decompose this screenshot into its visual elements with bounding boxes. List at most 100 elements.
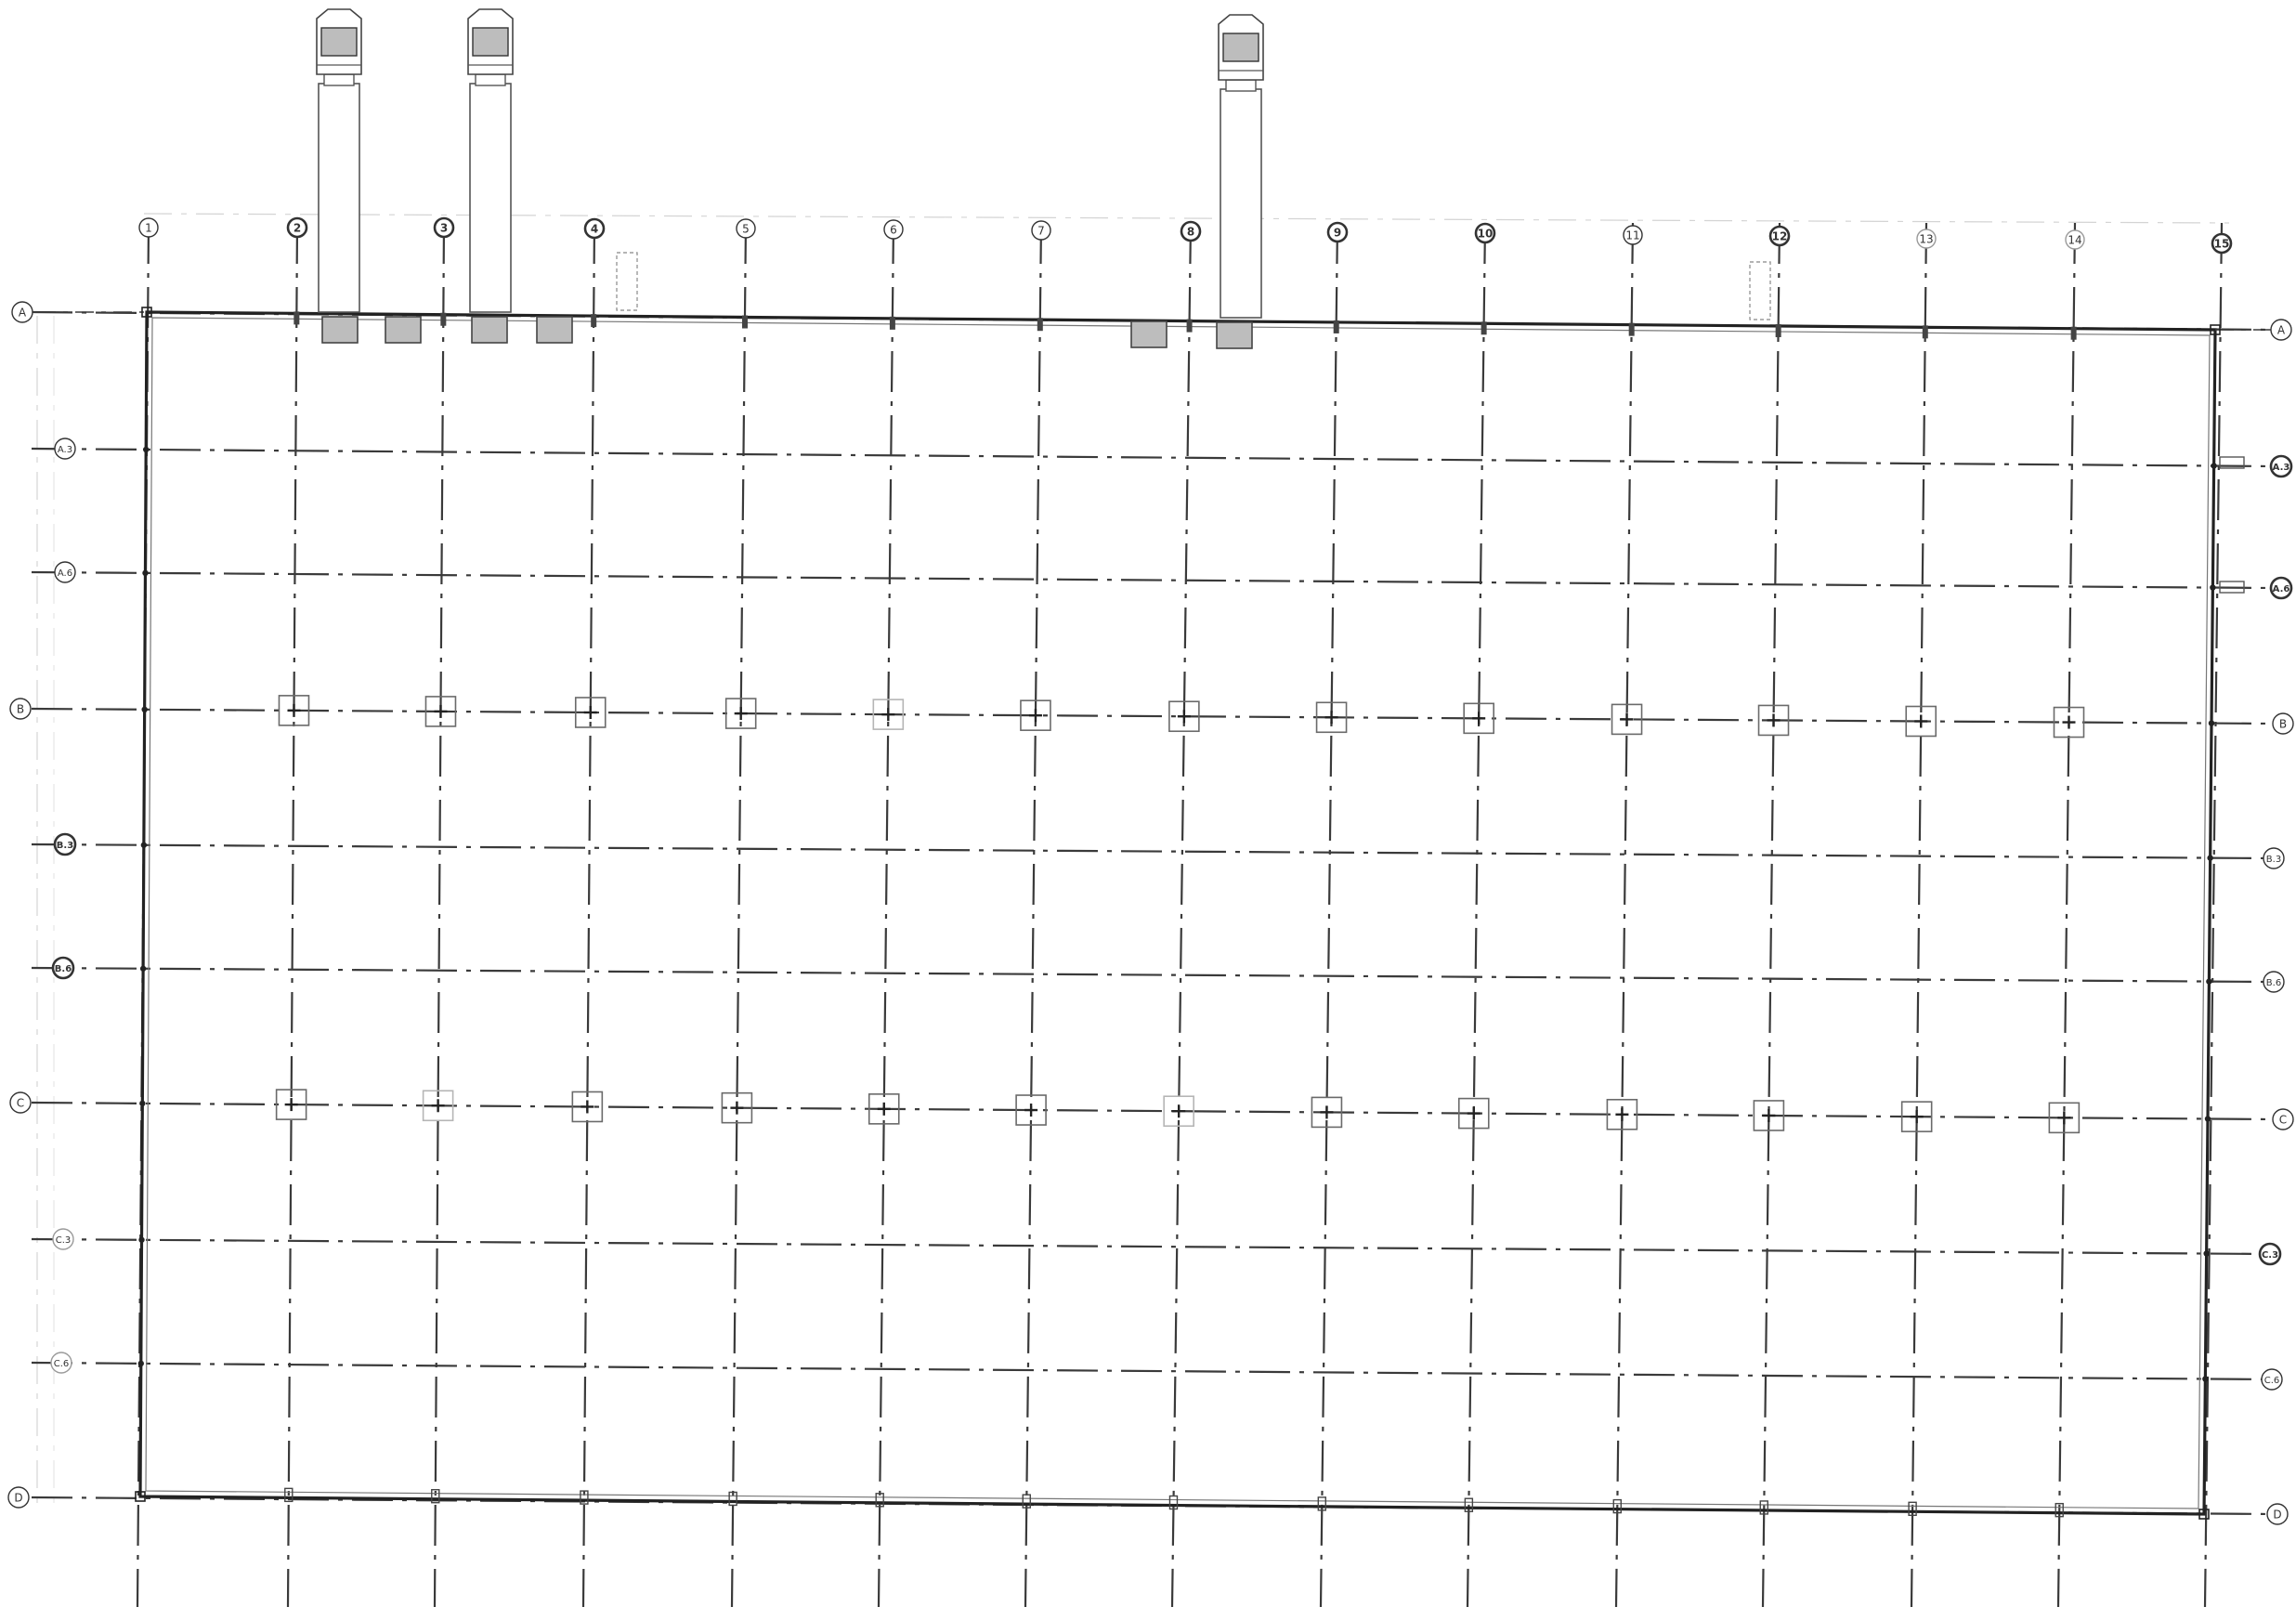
grid-bubble-left-b-3: B.3 [55,834,75,855]
wall-column-right [2205,1116,2211,1121]
gridline-12 [1763,223,1780,1607]
equipment-pad [472,317,507,343]
equipment-pad [322,317,358,343]
grid-bubble-right-c-6: C.6 [2262,1369,2282,1390]
louver [1750,262,1770,320]
wall-column-right [2206,978,2211,984]
grid-bubble-right-a-label: A [2277,324,2286,337]
stack-cap-band [473,28,508,56]
wall-column-left [141,843,147,848]
grid-bubble-top-15-label: 15 [2214,238,2230,251]
grid-bubble-top-7: 7 [1032,221,1050,240]
grid-bubble-left-c: C [10,1092,31,1113]
grid-bubble-left-a: A [12,302,33,322]
grid-bubble-left-c-6: C.6 [51,1352,72,1373]
gridline-b-6 [32,968,2272,982]
wall-column-left [141,707,147,712]
wall-column-a [2071,327,2077,340]
grid-bubble-top-14: 14 [2066,230,2084,249]
grid-bubble-right-d: D [2267,1504,2288,1524]
grid-bubble-top-10: 10 [1476,224,1494,242]
stack-collar [476,74,505,85]
grid-bubble-top-8-label: 8 [1187,226,1194,239]
wall-column-a [742,316,748,329]
exhaust-stacks [317,9,1770,348]
grid-bubble-left-c-3-label: C.3 [56,1235,72,1246]
wall-column-a [1923,325,1928,338]
grid-lines [32,223,2272,1607]
gridline-8 [1172,223,1191,1607]
grid-bubble-top-10-label: 10 [1478,228,1494,241]
grid-bubble-top-1-label: 1 [145,222,152,235]
wall-column-a [1481,321,1487,334]
wall-column-right [2211,463,2216,468]
wall-column-a [1187,320,1193,333]
gridline-a-3 [32,449,2272,466]
wall-column-a [1334,320,1339,333]
grid-bubble-left-d: D [8,1487,29,1508]
exterior-wall-inner-face [146,318,2210,1509]
exhaust-stack-2 [468,9,513,312]
grid-bubble-right-b-6-label: B.6 [2266,978,2281,988]
wall-column-a [294,311,299,324]
grid-bubble-top-8: 8 [1181,222,1200,241]
grid-bubble-top-5-label: 5 [742,223,750,236]
grid-bubble-left-b-label: B [17,703,24,716]
gridline-c-6 [32,1363,2272,1379]
grid-bubble-left-a-3-label: A.3 [58,445,72,455]
wall-column-left [142,570,148,576]
gridline-c [32,1103,2272,1119]
grid-bubble-top-6-label: 6 [890,224,897,237]
wall-column-left [138,1237,144,1243]
equipment-pad [1131,321,1167,347]
stack-shaft [319,84,359,312]
wall-column-right [2209,720,2214,725]
grid-bubble-right-b-3: B.3 [2263,848,2284,869]
grid-bubble-right-b-3-label: B.3 [2266,855,2281,865]
grid-bubble-right-c-3: C.3 [2260,1244,2280,1264]
wall-column-right [2202,1376,2208,1381]
grid-bubble-top-7-label: 7 [1037,225,1045,238]
gridline-3 [435,223,444,1607]
stack-collar [1226,80,1256,91]
wall-column-left [143,447,149,452]
faint-top-line [144,214,2229,223]
exterior-wall [140,312,2215,1514]
grid-bubble-right-b: B [2273,713,2293,734]
grid-bubble-right-c-3-label: C.3 [2262,1250,2278,1261]
grid-bubble-top-2-label: 2 [294,222,301,235]
wall-column-a [1629,323,1635,336]
grid-bubble-left-a-label: A [19,307,27,320]
gridline-9 [1321,223,1337,1607]
grid-bubble-top-2: 2 [288,218,307,237]
grid-bubble-right-a: A [2271,320,2291,340]
wall-column-a [890,317,895,330]
left-grid-bubbles: A A.3 A.6 B B.3 B.6 C C.3 C.6 D [8,302,75,1508]
stack-collar [324,74,354,85]
gridline-b-3 [32,844,2272,858]
grid-bubble-right-c-label: C [2279,1114,2287,1127]
faint-reference-lines [37,214,2229,1505]
grid-bubble-left-b-6-label: B.6 [55,964,72,974]
gridline-13 [1911,223,1926,1607]
exhaust-stack-1 [317,9,361,312]
grid-bubble-top-5: 5 [737,219,755,238]
grid-bubble-top-12: 12 [1770,227,1789,245]
column-footings [136,307,2244,1519]
gridline-10 [1468,223,1485,1607]
wall-column-a [1037,318,1043,331]
grid-bubble-top-11-label: 11 [1625,229,1639,242]
grid-bubble-top-3: 3 [435,218,453,237]
grid-bubble-top-9: 9 [1328,223,1347,242]
grid-bubble-top-9-label: 9 [1334,227,1341,240]
equipment-pad [385,317,421,343]
gridline-2 [288,223,297,1607]
gridline-5 [732,223,746,1607]
grid-bubble-top-15: 15 [2212,234,2231,253]
grid-bubble-left-a-6-label: A.6 [58,568,72,579]
wall-column-a [1776,324,1781,337]
top-grid-bubbles: 1 2 3 4 5 6 7 8 9 10 11 12 13 14 15 [139,218,2231,253]
grid-bubble-top-11: 11 [1624,226,1642,244]
grid-bubble-right-a-3-label: A.3 [2273,463,2290,473]
grid-bubble-right-c: C [2273,1109,2293,1130]
